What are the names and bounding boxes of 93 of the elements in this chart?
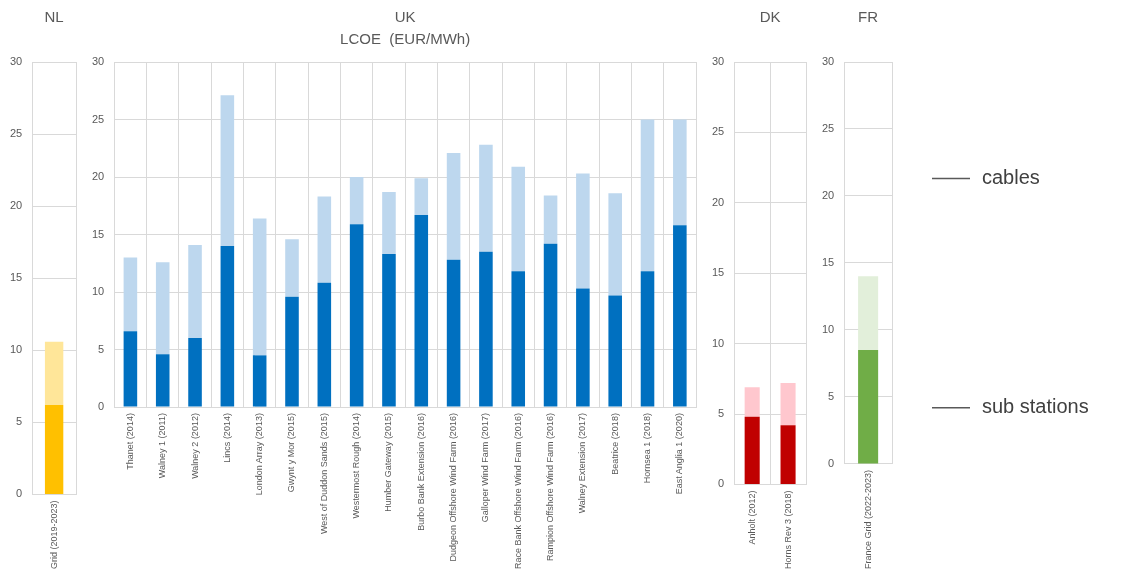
bar (640, 271, 655, 407)
bar (608, 295, 622, 407)
bar (446, 152, 461, 260)
x-tick-label: Burbo Bank Extension (2016) (415, 413, 426, 531)
bar (285, 296, 299, 407)
y-tick-label: 5 (16, 415, 23, 428)
bar (349, 224, 364, 407)
bar (543, 243, 558, 407)
y-tick-label: 10 (821, 323, 835, 335)
bar (317, 196, 332, 283)
x-tick-label: Thanet (2014) (124, 413, 135, 470)
chart-subtitle: LCOE (EUR/MWh) (340, 30, 471, 48)
bar (349, 177, 364, 225)
x-tick-label: France Grid (2022-2023) (862, 469, 873, 570)
bar (479, 144, 493, 252)
y-tick-label: 10 (91, 285, 105, 298)
bar (479, 251, 493, 407)
x-tick-label: London Array (2013) (254, 413, 265, 496)
y-tick-label: 0 (718, 477, 725, 490)
x-tick-label: Hornsea 1 (2018) (642, 413, 652, 484)
x-tick-label: Walney Extension (2017) (577, 413, 588, 514)
x-tick-label: Rampion Offshore Wind Farm (2016) (545, 413, 556, 561)
bar (317, 282, 332, 407)
x-tick-label: East Anglia 1 (2020) (674, 413, 685, 495)
x-tick-label: Anholt (2012) (746, 490, 757, 545)
y-tick-label: 10 (9, 343, 23, 356)
bar (188, 338, 202, 407)
bar (155, 354, 170, 407)
bar (511, 271, 526, 407)
x-tick-label: West of Duddon Sands (2015) (318, 413, 329, 535)
y-tick-label: 15 (821, 256, 835, 269)
bar (608, 193, 622, 296)
bar (252, 218, 267, 356)
bar (414, 215, 429, 407)
x-tick-label: Galloper Wind Farm (2017) (480, 413, 491, 523)
y-tick-label: 0 (98, 400, 105, 413)
y-tick-label: 25 (91, 112, 105, 125)
x-tick-label: Westermost Rough (2014) (351, 413, 362, 519)
x-tick-label: Walney 1 (2011) (157, 413, 168, 479)
y-tick-label: 5 (828, 389, 835, 402)
bar (123, 331, 138, 407)
y-tick-label: 20 (91, 170, 105, 183)
bar (155, 262, 170, 355)
bar (285, 239, 299, 297)
y-tick-label: 25 (821, 122, 835, 135)
y-tick-label: 20 (711, 195, 725, 208)
bar (511, 166, 526, 272)
y-tick-label: 0 (828, 456, 835, 469)
chart-title: FR (858, 8, 879, 26)
y-tick-label: 25 (711, 125, 725, 138)
x-tick-label: Dudgeon Offshore Wind Farm (2016) (448, 413, 459, 562)
bar (382, 191, 396, 255)
bar (188, 244, 202, 339)
bar (576, 288, 590, 407)
bar (446, 259, 461, 407)
bar (576, 173, 590, 289)
y-tick-label: 25 (9, 127, 23, 140)
bar (252, 355, 267, 407)
bar (123, 257, 138, 332)
bar (382, 254, 396, 407)
y-tick-label: 30 (711, 55, 725, 68)
y-tick-label: 5 (718, 407, 725, 420)
bar (673, 225, 687, 407)
bar (220, 246, 235, 407)
bar (673, 119, 687, 226)
y-tick-label: 5 (98, 342, 105, 355)
y-tick-label: 15 (9, 271, 23, 284)
x-tick-label: Humber Gateway (2015) (383, 413, 394, 512)
bar (640, 119, 655, 272)
y-tick-label: 15 (91, 227, 105, 240)
x-tick-label: Race Bank Offshore Wind Farm (2016) (512, 413, 523, 570)
bar (220, 95, 235, 247)
y-tick-label: 30 (91, 55, 105, 68)
y-tick-label: 30 (9, 55, 23, 68)
bar (543, 195, 558, 244)
chart-title: UK (394, 8, 416, 26)
y-tick-label: 0 (16, 487, 23, 500)
x-tick-label: Grid (2019-2023) (48, 500, 59, 570)
y-tick-label: 15 (711, 266, 725, 279)
text: cables (982, 166, 1040, 189)
text: sub stations (982, 395, 1089, 418)
bar (414, 178, 429, 215)
x-tick-label: Walney 2 (2012) (189, 413, 200, 479)
x-tick-label: Gwynt y Mor (2015) (286, 413, 297, 493)
x-tick-label: Beatrice (2018) (609, 413, 620, 475)
x-tick-label: Lincs (2014) (221, 413, 232, 463)
chart-title: DK (759, 8, 781, 26)
y-tick-label: 10 (711, 336, 725, 349)
chart-title: NL (44, 8, 64, 26)
y-tick-label: 30 (821, 55, 835, 68)
y-tick-label: 20 (821, 189, 835, 202)
x-tick-label: Horns Rev 3 (2018) (782, 490, 793, 570)
y-tick-label: 20 (9, 199, 23, 212)
